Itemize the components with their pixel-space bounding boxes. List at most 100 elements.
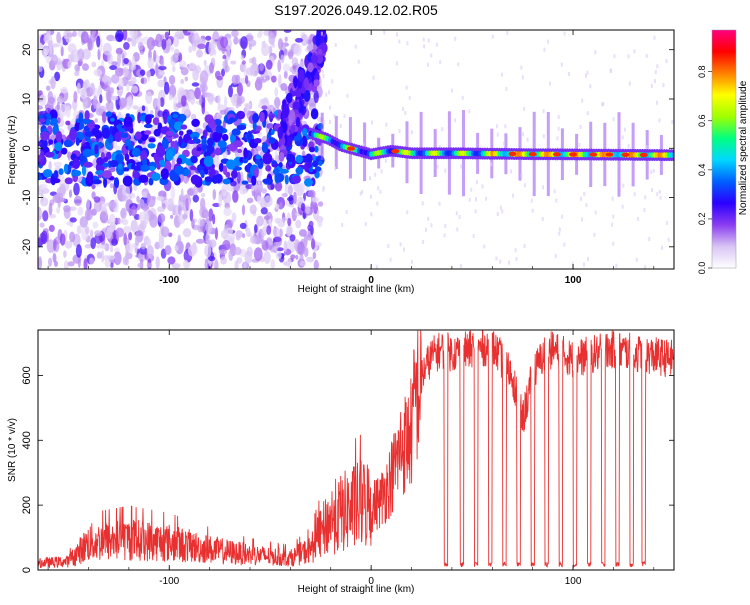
- spectrogram-cell: [251, 185, 255, 192]
- spectrogram-cell: [157, 96, 161, 110]
- spectrogram-cell: [299, 253, 304, 262]
- spectrogram-cell: [362, 142, 365, 147]
- colorbar: 0.0 0.2 0.4 0.6 0.8 Normalized spectral ampl…: [697, 29, 749, 274]
- spectrogram-cell: [67, 151, 71, 161]
- spectrogram-cell: [651, 187, 654, 192]
- spectrogram-cell: [39, 138, 48, 149]
- spectrogram-cell: [178, 204, 182, 217]
- spectrogram-cell: [233, 36, 239, 45]
- spectrogram-cell: [223, 207, 232, 217]
- spectrogram-cell: [224, 65, 230, 73]
- spectrogram-cell: [102, 162, 109, 168]
- spectrogram-cell: [611, 222, 614, 227]
- spectrogram-cell: [68, 189, 73, 198]
- spectrogram-cell: [157, 206, 163, 212]
- spectrogram-cell: [91, 61, 97, 68]
- spectrogram-cell: [39, 222, 45, 228]
- spectrogram-cell: [374, 172, 377, 177]
- spectrogram-cell: [427, 38, 430, 43]
- spectrogram-cell: [187, 91, 191, 103]
- spectrogram-cell: [281, 193, 288, 198]
- spectrogram-cell: [134, 235, 140, 246]
- spectrogram-cell: [654, 79, 656, 84]
- spectrogram-cell: [64, 177, 73, 185]
- spectrogram-cell: [46, 100, 54, 111]
- spectrogram-y-tick-label: 0: [21, 145, 33, 151]
- spectrogram-cell: [141, 105, 146, 112]
- spectrogram-cell: [77, 206, 84, 216]
- spectrogram-cell: [279, 168, 290, 174]
- spectrogram-cell: [290, 254, 296, 260]
- spectrogram-cell: [295, 166, 304, 175]
- spectrogram-cell: [290, 125, 296, 134]
- spectrogram-cell: [265, 75, 270, 81]
- spectrogram-cell: [231, 128, 241, 136]
- spectrogram-cell: [86, 171, 94, 184]
- spectrogram-cell: [170, 46, 174, 52]
- spectrogram-cell: [495, 124, 498, 129]
- spectrogram-cell: [72, 30, 77, 37]
- spectrogram-cell: [159, 97, 165, 108]
- spectrogram-cell: [56, 101, 60, 111]
- spectrogram-cell: [530, 198, 533, 203]
- spectrogram-cell: [38, 105, 43, 110]
- spectrogram-cell: [186, 129, 193, 135]
- spectrogram-cell: [461, 95, 464, 100]
- spectrogram-cell: [579, 124, 582, 129]
- spectrogram-cell: [346, 93, 349, 98]
- spectrogram-cell: [250, 235, 257, 244]
- spectrogram-cell: [444, 224, 447, 228]
- spectrogram-cell: [63, 205, 71, 213]
- spectrogram-cell: [334, 166, 337, 171]
- spectrogram-cell: [256, 215, 264, 227]
- spectrogram-cell: [581, 217, 584, 222]
- spectrogram-cell: [141, 191, 148, 198]
- spectrogram-cell: [213, 118, 222, 126]
- snr-y-tick-label: 0: [21, 567, 33, 573]
- spectrogram-cell: [287, 217, 292, 227]
- spectrogram-cell: [190, 174, 201, 185]
- spectrogram-cell: [130, 205, 137, 217]
- spectrogram-cell: [291, 207, 297, 222]
- spectrogram-cell: [92, 221, 99, 229]
- spectrogram-cell: [580, 196, 582, 201]
- spectrogram-cell: [323, 120, 326, 125]
- spectrogram-cell: [282, 217, 287, 222]
- spectrogram-cell: [73, 195, 83, 206]
- spectrogram-cell: [259, 30, 263, 37]
- spectrogram-cell: [147, 166, 156, 171]
- spectrogram-cell: [102, 42, 112, 56]
- spectrogram-cell: [650, 170, 653, 174]
- spectrogram-cell: [164, 31, 170, 40]
- spectrogram-cell: [275, 251, 282, 260]
- spectrogram-cell: [294, 89, 302, 98]
- spectrogram-cell: [43, 34, 53, 44]
- spectrogram-cell: [165, 130, 174, 136]
- spectrogram-cell: [242, 156, 249, 164]
- spectrogram-cell: [288, 116, 293, 126]
- spectrogram-cell: [555, 198, 558, 203]
- spectrogram-cell: [593, 232, 596, 237]
- spectrogram-cell: [120, 132, 129, 139]
- spectrogram-cell: [455, 211, 458, 216]
- spectrogram-cell: [63, 250, 67, 258]
- spectrogram-cell: [667, 237, 670, 242]
- spectrogram-cell: [137, 42, 144, 51]
- spectrogram-cell: [81, 164, 87, 176]
- spectrogram-cell: [222, 240, 231, 251]
- spectrogram-cell: [292, 175, 301, 184]
- spectrogram-cell: [38, 141, 42, 147]
- spectrogram-cell: [254, 224, 258, 234]
- spectrogram-cell: [50, 118, 58, 126]
- spectrogram-cell: [491, 34, 494, 39]
- spectrogram-cell: [180, 67, 189, 76]
- spectrogram-cell: [73, 182, 80, 196]
- spectrogram-cell: [499, 259, 502, 264]
- spectrogram-cell: [262, 178, 273, 184]
- spectrogram-cell: [178, 130, 184, 136]
- spectrogram-cell: [49, 41, 53, 55]
- spectrogram-cell: [241, 180, 249, 185]
- spectrogram-cell: [259, 111, 265, 123]
- spectrogram-cell: [594, 210, 597, 215]
